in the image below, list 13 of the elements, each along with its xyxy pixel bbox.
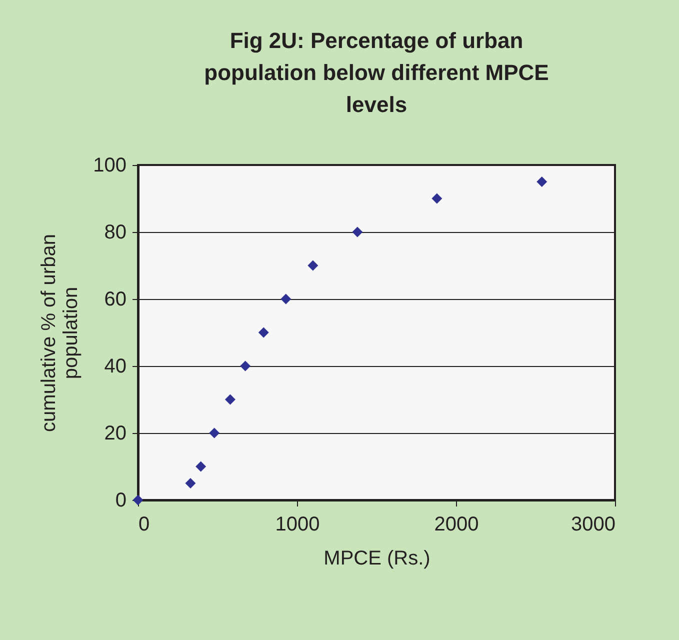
y-tick-label: 0 [115, 490, 126, 512]
y-tick-label: 80 [104, 222, 126, 244]
x-tick-label: 2000 [434, 514, 479, 536]
y-axis-title: cumulative % of urban population [38, 234, 82, 432]
x-tick-label: 3000 [571, 514, 616, 536]
y-tick-label: 100 [93, 154, 126, 176]
x-tick-label: 0 [138, 514, 150, 536]
chart-title: Fig 2U: Percentage of urban population below different MPCE levels [204, 28, 549, 117]
x-axis-title: MPCE (Rs.) [324, 548, 430, 570]
y-tick-label: 20 [104, 422, 126, 444]
x-tick-label: 1000 [275, 514, 320, 536]
y-tick-label: 60 [104, 288, 126, 310]
y-tick-label: 40 [104, 356, 126, 378]
